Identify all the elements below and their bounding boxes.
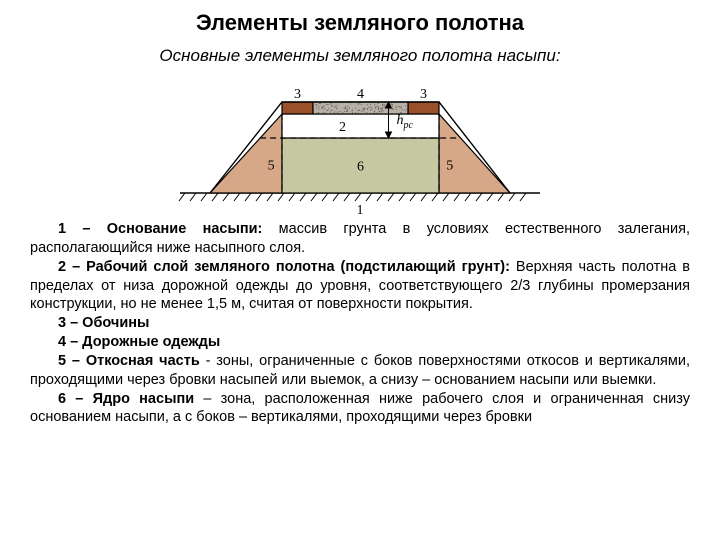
page-subtitle: Основные элементы земляного полотна насы… bbox=[0, 46, 720, 66]
svg-text:4: 4 bbox=[357, 87, 364, 102]
def-2: 2 – Рабочий слой земляного полотна (подс… bbox=[30, 258, 690, 315]
embankment-diagram: 33425561hрс bbox=[175, 70, 545, 220]
def-4: 4 – Дорожные одежды bbox=[30, 333, 690, 352]
def-4-lead: 4 – Дорожные одежды bbox=[58, 334, 220, 350]
diagram-container: 33425561hрс bbox=[0, 70, 720, 220]
svg-text:5: 5 bbox=[268, 159, 275, 174]
svg-text:5: 5 bbox=[446, 159, 453, 174]
def-2-lead: 2 – Рабочий слой земляного полотна (подс… bbox=[58, 259, 510, 275]
svg-text:3: 3 bbox=[294, 87, 301, 102]
svg-text:6: 6 bbox=[357, 160, 364, 175]
svg-text:1: 1 bbox=[357, 203, 364, 218]
def-6: 6 – Ядро насыпи – зона, расположенная ни… bbox=[30, 390, 690, 428]
svg-text:3: 3 bbox=[420, 87, 427, 102]
def-5: 5 – Откосная часть - зоны, ограниченные … bbox=[30, 352, 690, 390]
def-1-lead: 1 – Основание насыпи: bbox=[58, 221, 262, 237]
def-3-lead: 3 – Обочины bbox=[58, 315, 149, 331]
def-6-lead: 6 – Ядро насыпи bbox=[58, 391, 194, 407]
def-3: 3 – Обочины bbox=[30, 314, 690, 333]
def-1: 1 – Основание насыпи: массив грунта в ус… bbox=[30, 220, 690, 258]
definitions: 1 – Основание насыпи: массив грунта в ус… bbox=[0, 220, 720, 427]
page-title: Элементы земляного полотна bbox=[0, 10, 720, 36]
slide: { "title": "Элементы земляного полотна",… bbox=[0, 10, 720, 540]
def-5-lead: 5 – Откосная часть bbox=[58, 353, 200, 369]
svg-text:2: 2 bbox=[339, 120, 346, 135]
